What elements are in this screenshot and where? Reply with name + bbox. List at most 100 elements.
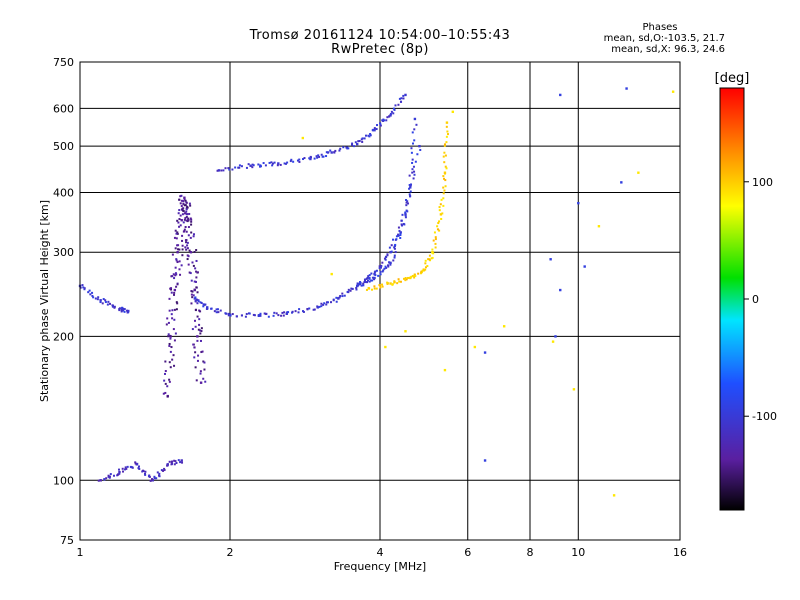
trace-dot [381,283,384,286]
trace-dot [165,323,168,326]
trace-dot [302,310,305,313]
trace-dot [393,247,396,250]
trace-dot [377,274,380,277]
trace-dot [378,267,381,270]
trace-dot [419,148,422,151]
trace-dot [109,473,112,476]
trace-dot [380,264,383,267]
trace-dot [180,199,183,202]
trace-dot [322,155,325,158]
trace-dot [409,195,412,198]
trace-dot [172,273,175,276]
trace-dot [309,155,312,158]
trace-dot [431,256,434,259]
trace-dot [197,354,200,357]
trace-dot [122,309,125,312]
trace-dot [414,274,417,277]
trace-dot [102,298,105,301]
trace-dot [325,155,328,158]
trace-dot [234,166,237,169]
trace-dot [265,312,268,315]
trace-dot [379,270,382,273]
trace-dot [375,269,378,272]
trace-dot [122,307,125,310]
trace-dot [138,465,141,468]
trace-dot [338,296,341,299]
trace-dot [141,470,144,473]
trace-dot [368,276,371,279]
trace-dot [186,244,189,247]
trace-dot [199,339,202,342]
colorbar-tick-label: 100 [752,176,773,189]
trace-dot [424,259,427,262]
trace-dot [176,283,179,286]
trace-dot [104,300,107,303]
trace-dot [272,314,275,317]
trace-dot [170,291,173,294]
trace-dot [369,132,372,135]
data-point [330,151,333,154]
trace-dot [329,149,332,152]
trace-dot [97,296,100,299]
trace-dot [175,301,178,304]
trace-dot [388,115,391,118]
trace-dot [385,119,388,122]
data-point [176,251,179,254]
trace-dot [367,275,370,278]
trace-dot [403,223,406,226]
data-point [577,201,580,205]
trace-dot [294,310,297,313]
y-tick-label: 75 [60,534,74,547]
trace-dot [445,125,448,128]
trace-dot [186,213,189,216]
trace-dot [168,380,171,383]
trace-dot [409,190,412,193]
trace-dot [442,192,445,195]
trace-dot [147,475,150,478]
trace-dot [431,251,434,254]
trace-dot [433,231,436,234]
trace-dot [184,204,187,207]
trace-dot [178,198,181,201]
trace-dot [406,200,409,203]
trace-dot [88,289,91,292]
data-point [404,213,407,216]
trace-dot [196,315,199,318]
trace-dot [416,153,419,156]
trace-dot [347,147,350,150]
trace-dot [407,202,410,205]
trace-dot [286,161,289,164]
trace-dot [191,290,194,293]
trace-dot [175,258,178,261]
trace-dot [168,309,171,312]
trace-dot [153,475,156,478]
trace-dot [296,159,299,162]
trace-dot [411,274,414,277]
trace-dot [166,395,169,398]
trace-dot [194,296,197,299]
trace-dot [184,199,187,202]
trace-dot [193,288,196,291]
trace-dot [173,277,176,280]
trace-dot [361,140,364,143]
trace-dot [347,291,350,294]
trace-dot [182,200,185,203]
trace-dot [428,254,431,257]
trace-dot [197,328,200,331]
phases-heading: Phases [642,22,678,33]
trace-dot [179,214,182,217]
trace-dot [339,147,342,150]
trace-dot [252,313,255,316]
trace-dot [390,110,393,113]
trace-dot [404,277,407,280]
trace-dot [393,246,396,249]
trace-dot [163,379,166,382]
trace-dot [283,311,286,314]
trace-dot [210,307,213,310]
trace-dot [173,463,176,466]
trace-dot [126,465,129,468]
y-tick-label: 300 [53,246,74,259]
trace-dot [363,137,366,140]
data-point [285,312,288,315]
trace-dot [89,293,92,296]
